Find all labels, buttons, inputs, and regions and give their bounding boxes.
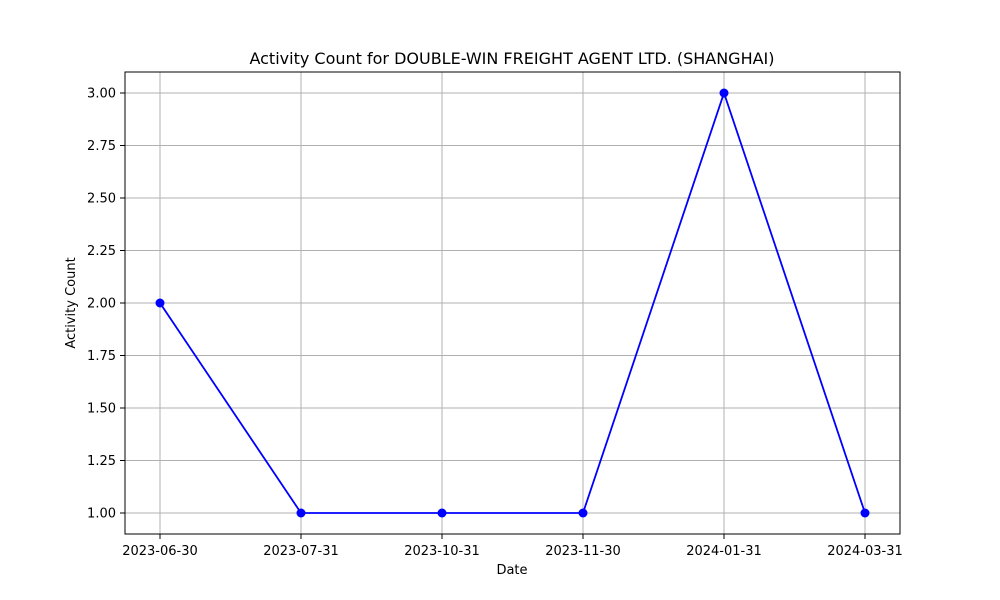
y-tick-label: 1.00	[87, 507, 116, 522]
series-layer	[155, 88, 870, 518]
chart-title: Activity Count for DOUBLE-WIN FREIGHT AG…	[249, 49, 774, 68]
data-point	[860, 508, 870, 518]
y-tick-label: 1.75	[87, 349, 116, 364]
y-axis-label: Activity Count	[64, 257, 79, 348]
y-tick-label: 2.50	[87, 192, 116, 207]
x-axis: 2023-06-30 2023-07-31 2023-10-31 2023-11-30…	[122, 534, 903, 559]
series-line	[159, 90, 866, 514]
x-tick-label: 2023-11-30	[545, 544, 621, 559]
data-point	[296, 508, 306, 518]
data-point	[155, 298, 165, 308]
data-point	[578, 508, 588, 518]
grid	[125, 72, 900, 534]
y-tick-label: 1.25	[87, 454, 116, 469]
x-tick-label: 2023-10-31	[404, 544, 480, 559]
y-tick-label: 3.00	[87, 87, 116, 102]
y-tick-label: 1.50	[87, 402, 116, 417]
y-tick-label: 2.00	[87, 297, 116, 312]
x-axis-label: Date	[496, 563, 527, 578]
y-axis: 1.00 1.25 1.50 1.75 2.00 2.25 2.50 2.75 3.00	[87, 87, 125, 522]
y-tick-label: 2.75	[87, 139, 116, 154]
data-point	[437, 508, 447, 518]
x-tick-label: 2024-01-31	[686, 544, 762, 559]
x-tick-label: 2024-03-31	[827, 544, 903, 559]
data-point	[719, 88, 729, 98]
x-tick-label: 2023-07-31	[263, 544, 339, 559]
x-tick-label: 2023-06-30	[122, 544, 198, 559]
y-tick-label: 2.25	[87, 244, 116, 259]
